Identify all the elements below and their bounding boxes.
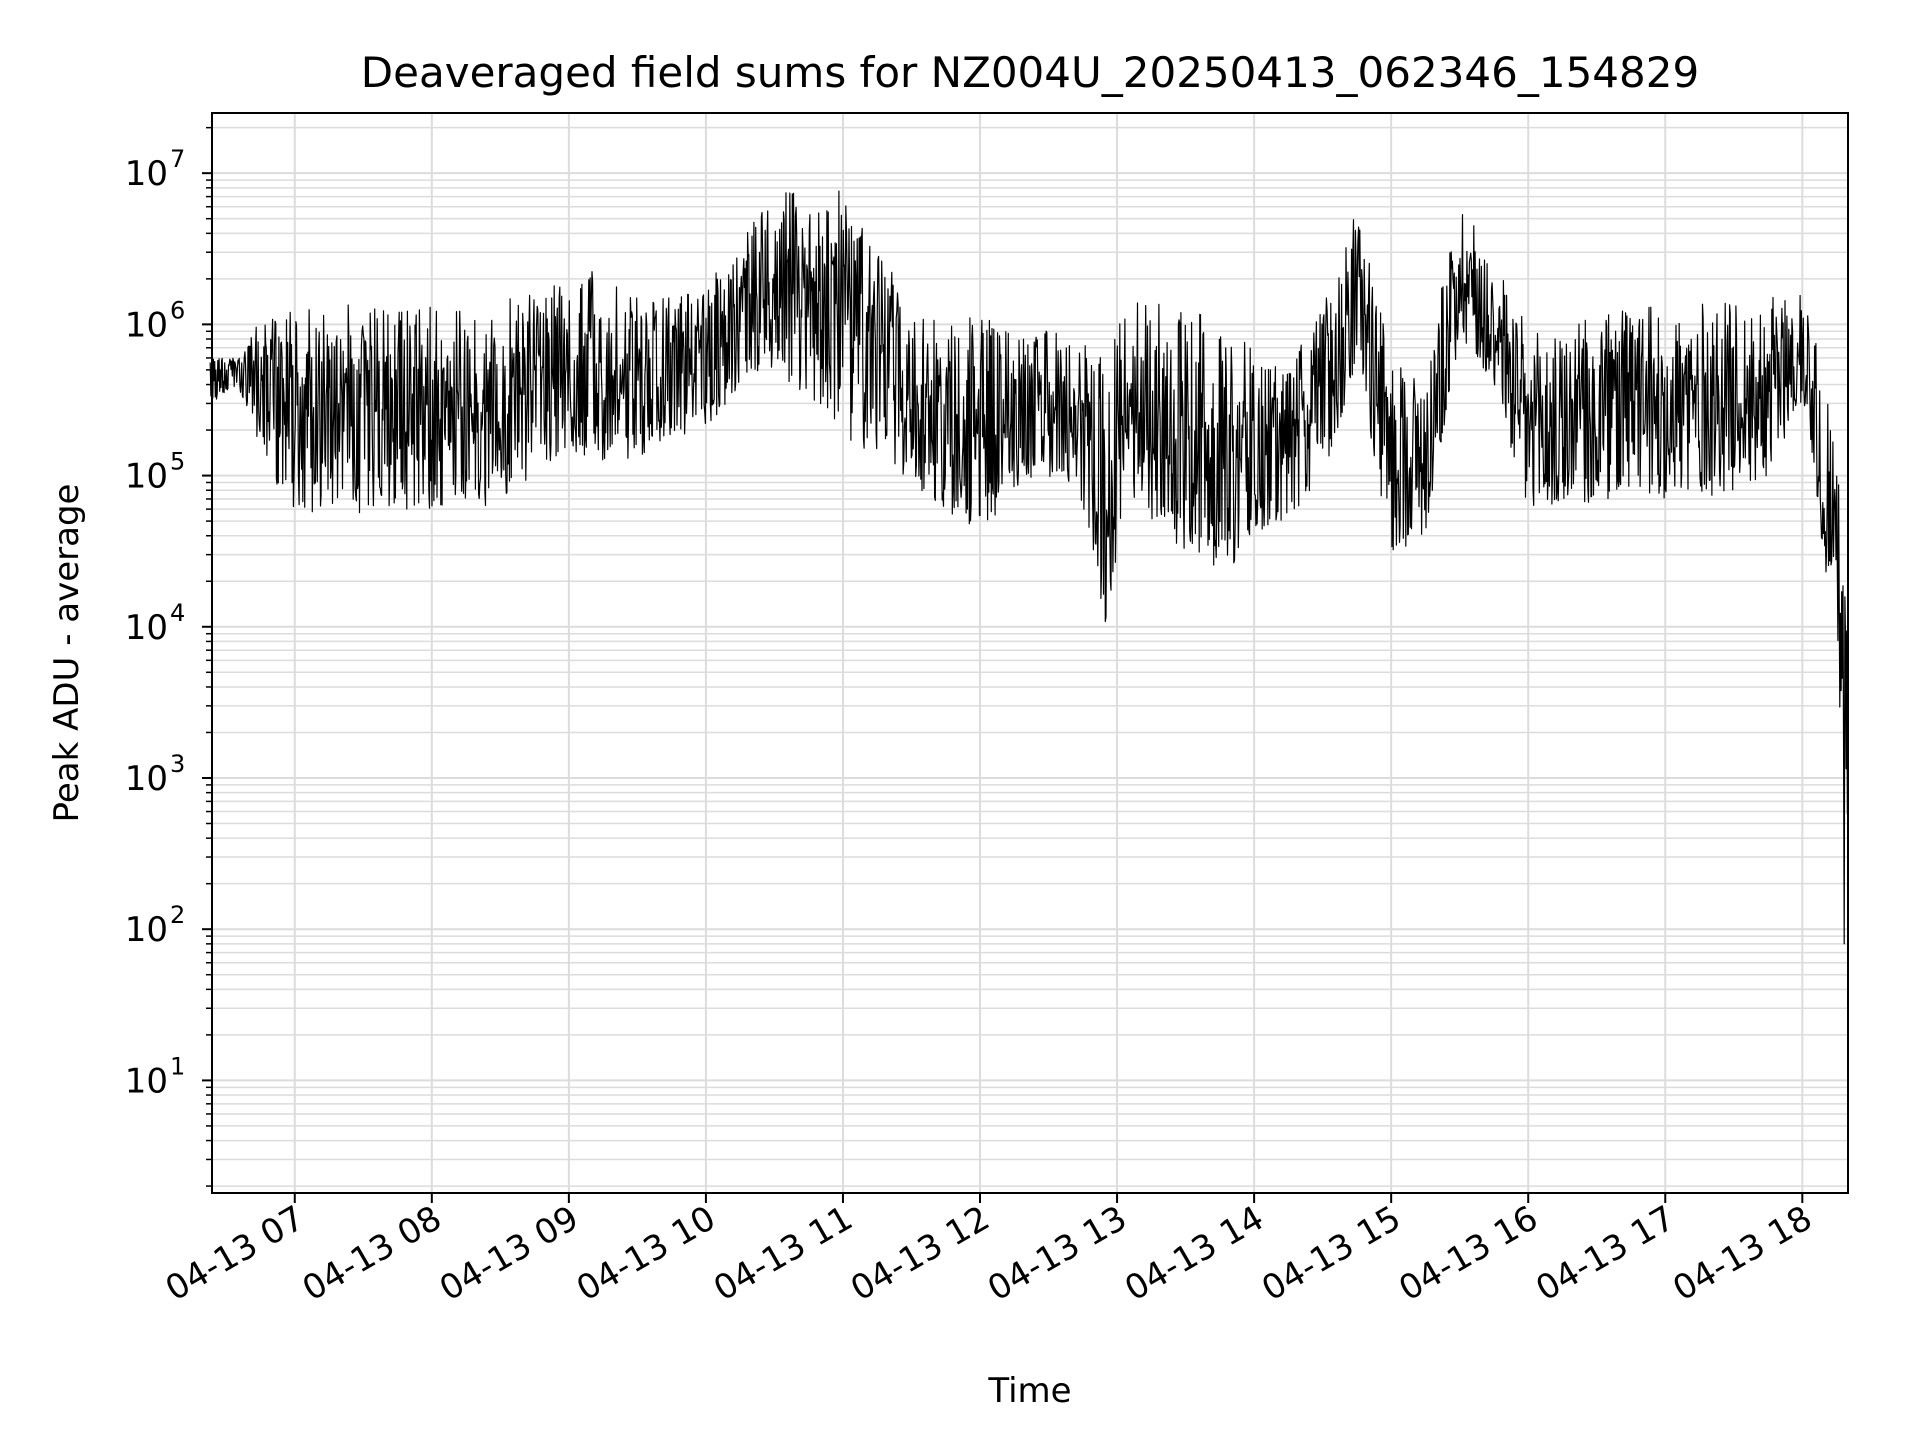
y-tick-exponent: 1 (170, 1052, 185, 1080)
y-tick-label: 10 (125, 910, 168, 950)
y-tick-label: 10 (125, 1061, 168, 1101)
chart-title: Deaveraged field sums for NZ004U_2025041… (361, 48, 1699, 97)
plot-frame (211, 112, 1849, 1194)
series-line (209, 190, 1849, 945)
grid-lines (212, 113, 1848, 1193)
y-tick-label: 10 (125, 305, 168, 345)
series-group (209, 190, 1849, 945)
y-tick-exponent: 4 (170, 599, 185, 627)
y-tick-exponent: 2 (170, 901, 185, 929)
y-tick-label: 10 (125, 154, 168, 194)
y-tick-exponent: 7 (170, 145, 185, 173)
y-tick-exponent: 6 (170, 296, 185, 324)
y-tick-label: 10 (125, 457, 168, 497)
y-tick-label: 10 (125, 759, 168, 799)
x-axis-label: Time (987, 1371, 1071, 1411)
y-tick-exponent: 5 (170, 448, 185, 476)
y-tick-exponent: 3 (170, 750, 185, 778)
y-axis-label: Peak ADU - average (47, 484, 87, 823)
y-tick-label: 10 (125, 608, 168, 648)
